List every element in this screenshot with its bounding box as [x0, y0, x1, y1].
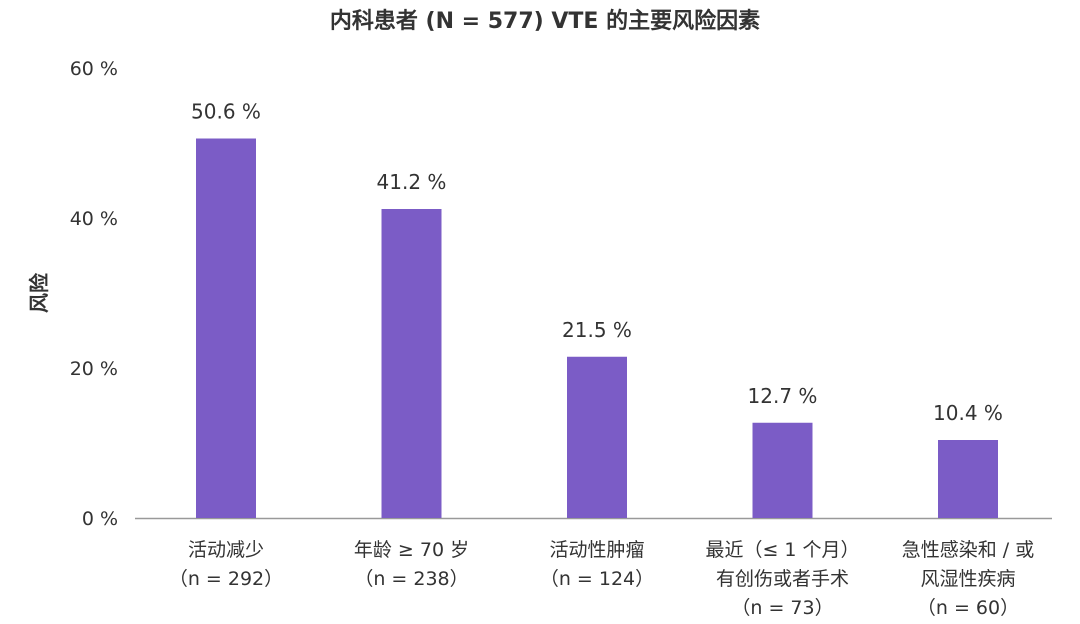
x-tick-label: （n = 238）: [354, 568, 468, 590]
x-tick-label: 有创伤或者手术: [716, 568, 849, 590]
x-tick-label: 急性感染和 / 或: [902, 539, 1034, 561]
x-tick-label: 风湿性疾病: [920, 568, 1015, 590]
x-tick-label: 活动减少: [188, 539, 264, 561]
x-tick-label: （n = 292）: [169, 568, 283, 590]
bar: [381, 209, 442, 518]
x-tick-label: （n = 124）: [540, 568, 654, 590]
chart-title: 内科患者 (N = 577) VTE 的主要风险因素: [330, 8, 760, 34]
data-label: 21.5 %: [562, 318, 632, 342]
x-tick-label: 年龄 ≥ 70 岁: [354, 539, 469, 561]
y-tick-label: 60 %: [70, 58, 118, 80]
x-tick-label: （n = 73）: [731, 597, 833, 619]
data-label: 50.6 %: [191, 100, 261, 124]
data-label: 41.2 %: [377, 170, 447, 194]
x-tick-label: 活动性肿瘤: [549, 539, 644, 561]
y-tick-label: 0 %: [82, 508, 118, 530]
bar: [196, 138, 256, 518]
data-label: 12.7 %: [748, 384, 818, 408]
y-axis-label: 风险: [27, 272, 51, 313]
bar: [752, 422, 813, 518]
y-tick-label: 40 %: [70, 208, 118, 230]
x-tick-label: 最近（≤ 1 个月）: [705, 539, 859, 561]
y-tick-label: 20 %: [70, 358, 118, 380]
x-tick-label: （n = 60）: [917, 597, 1019, 619]
bar: [938, 440, 998, 518]
data-label: 10.4 %: [933, 401, 1003, 425]
bar: [567, 356, 627, 518]
